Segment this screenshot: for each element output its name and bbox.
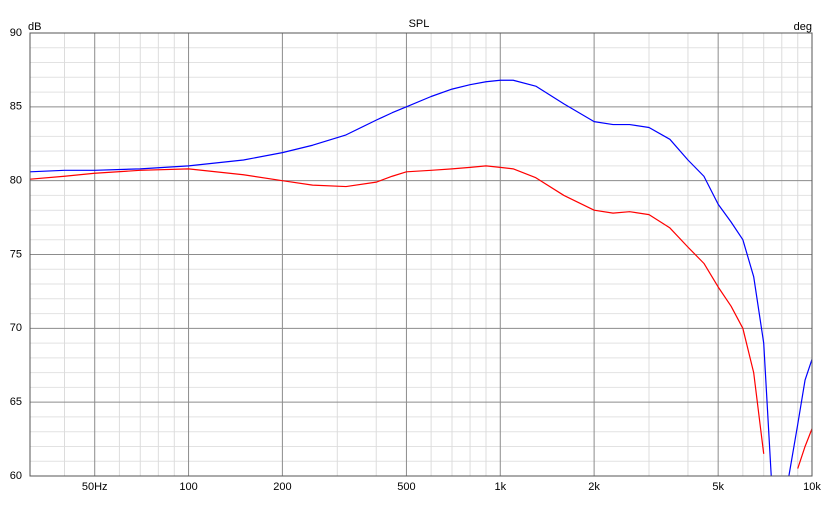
y-tick-label: 60 [10, 470, 22, 482]
y-axis-label: dB [28, 21, 41, 33]
lines [29, 79, 813, 477]
series-line [29, 79, 813, 477]
x-tick-label: 1k [494, 481, 506, 493]
y-tick-label: 70 [10, 322, 22, 334]
y-tick-label: 90 [10, 27, 22, 39]
y-tick-label: 85 [10, 101, 22, 113]
series-line [29, 165, 813, 469]
y2-axis-label: deg [794, 21, 812, 33]
y-tick-label: 75 [10, 248, 22, 260]
x-tick-label: 10k [803, 481, 821, 493]
y-tick-label: 65 [10, 396, 22, 408]
chart-title: SPL [409, 18, 430, 30]
y-tick-label: 80 [10, 175, 22, 187]
grid [30, 32, 813, 477]
x-tick-label: 500 [397, 481, 415, 493]
plot-border [29, 32, 813, 477]
x-tick-label: 100 [179, 481, 197, 493]
tick-labels: 60 65 70 75 80 85 90 50Hz 100 200 500 1k 2k 5k 10k [10, 27, 822, 493]
x-tick-label: 5k [712, 481, 724, 493]
x-tick-label: 2k [588, 481, 600, 493]
x-tick-label: 200 [273, 481, 291, 493]
x-tick-label: 50Hz [82, 481, 108, 493]
